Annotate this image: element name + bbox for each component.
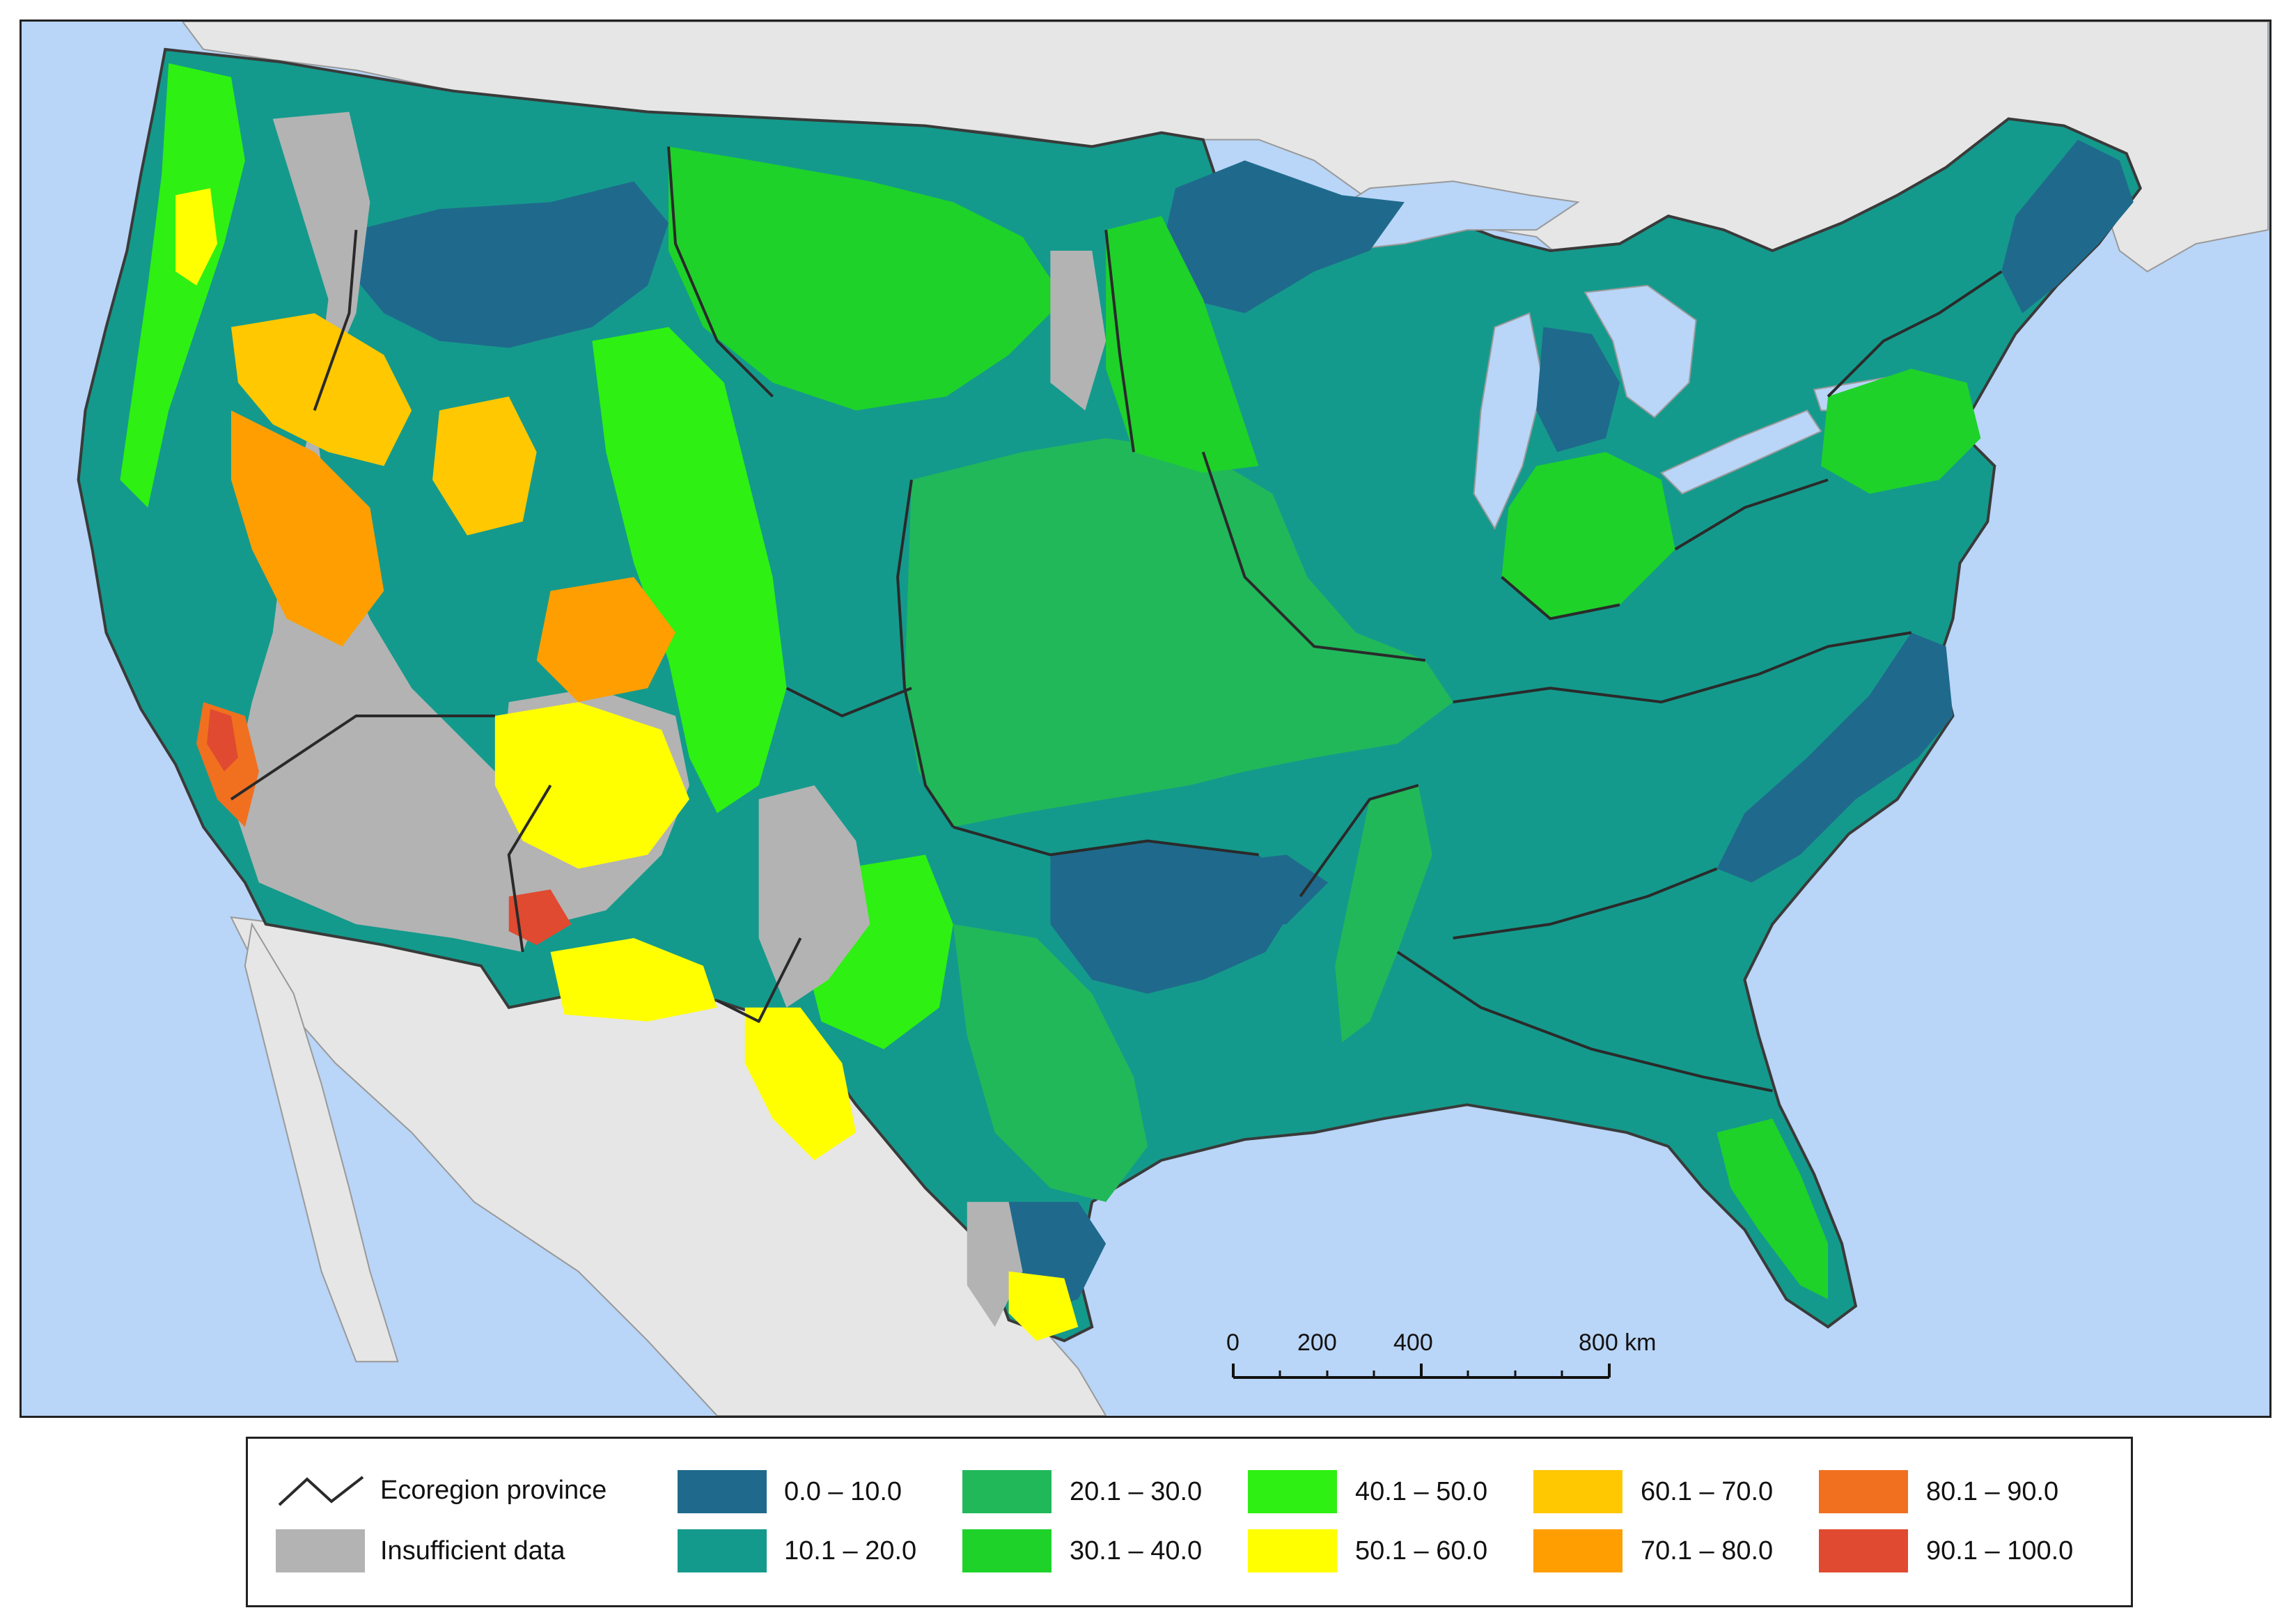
legend-class-label: 70.1 – 80.0	[1641, 1536, 1774, 1566]
legend-swatch	[1533, 1470, 1623, 1513]
scale-tick-label: 0	[1226, 1329, 1240, 1356]
region-class-0-10	[349, 181, 669, 348]
region-class-90-100	[207, 709, 238, 772]
region-insufficient-data	[758, 785, 870, 1008]
region-class-30-40	[1501, 452, 1675, 619]
region-class-0-10	[1536, 327, 1620, 453]
legend-swatch	[962, 1529, 1051, 1572]
map-legend: Ecoregion province Insufficient data 0.0…	[246, 1437, 2133, 1607]
baja-peninsula	[244, 922, 399, 1363]
region-class-70-80	[230, 410, 384, 647]
lake-michigan	[1473, 312, 1545, 530]
scale-tick-label: 200	[1297, 1329, 1337, 1356]
region-class-20-30	[905, 438, 1453, 827]
legend-swatch	[962, 1470, 1051, 1513]
map-panel: 0 200 400 800 km	[19, 19, 2272, 1418]
region-insufficient-data	[230, 111, 551, 952]
legend-swatch	[678, 1470, 767, 1513]
legend-swatch	[678, 1529, 767, 1572]
legend-class-label: 80.1 – 90.0	[1926, 1477, 2059, 1506]
legend-class-label: 90.1 – 100.0	[1926, 1536, 2074, 1566]
region-class-30-40	[1821, 368, 1981, 494]
region-class-50-60	[744, 1007, 857, 1161]
region-class-90-100	[508, 889, 572, 946]
region-class-50-60	[550, 938, 717, 1022]
scale-tick-label: 800 km	[1579, 1329, 1657, 1356]
legend-class-label: 0.0 – 10.0	[784, 1477, 902, 1506]
region-class-20-30	[1335, 785, 1432, 1043]
legend-swatch	[1248, 1529, 1337, 1572]
region-class-0-10	[1161, 854, 1329, 925]
legend-swatch	[1248, 1470, 1337, 1513]
region-class-30-40	[668, 146, 1065, 411]
lake-huron	[1584, 284, 1697, 419]
region-class-40-50	[592, 327, 787, 813]
legend-swatch	[1819, 1529, 1908, 1572]
region-class-60-70	[432, 396, 537, 536]
legend-insufficient-swatch	[276, 1529, 365, 1572]
region-class-40-50	[120, 63, 245, 508]
region-class-70-80	[536, 577, 676, 703]
region-class-20-30	[953, 924, 1148, 1202]
legend-class-label: 10.1 – 20.0	[784, 1536, 917, 1566]
legend-class-label: 20.1 – 30.0	[1070, 1477, 1203, 1506]
region-class-50-60	[1008, 1271, 1079, 1341]
legend-insufficient-label: Insufficient data	[380, 1536, 565, 1566]
map-canvas	[22, 22, 2269, 1416]
legend-class-label: 50.1 – 60.0	[1355, 1536, 1488, 1566]
region-class-30-40	[1717, 1118, 1829, 1299]
region-class-0-10	[1161, 160, 1405, 313]
region-class-30-40	[1106, 216, 1259, 474]
lake-erie	[1660, 409, 1822, 495]
region-class-50-60	[494, 702, 689, 869]
ecoregion-line-icon	[278, 1476, 364, 1506]
legend-class-label: 40.1 – 50.0	[1355, 1477, 1488, 1506]
region-class-50-60	[175, 188, 217, 286]
region-class-0-10	[2001, 139, 2134, 313]
legend-class-label: 60.1 – 70.0	[1641, 1477, 1774, 1506]
legend-class-label: 30.1 – 40.0	[1070, 1536, 1203, 1566]
ecoregion-province-boundaries	[230, 146, 2003, 1093]
scale-tick-label: 400	[1393, 1329, 1433, 1356]
region-insufficient-data	[1050, 251, 1107, 411]
region-class-0-10	[1717, 632, 1953, 883]
scale-bar	[1232, 1364, 1611, 1379]
legend-swatch	[1819, 1470, 1908, 1513]
legend-swatch	[1533, 1529, 1623, 1572]
legend-ecoregion-label: Ecoregion province	[380, 1476, 607, 1505]
